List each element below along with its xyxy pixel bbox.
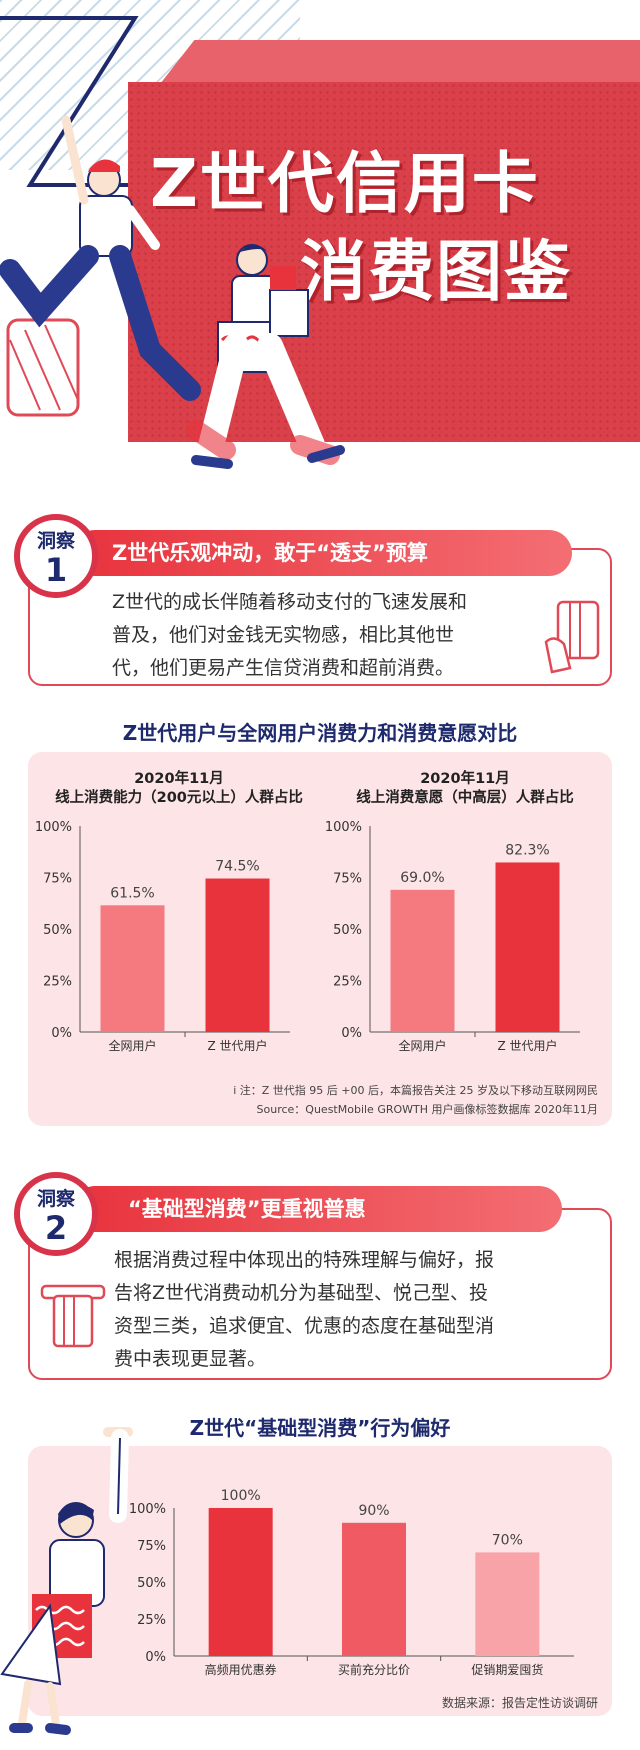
hero-illustration-people <box>0 115 345 469</box>
y-tick-label: 50% <box>43 923 72 938</box>
insight2-body-line: 资型三类，追求便宜、优惠的态度在基础型消 <box>114 1315 495 1337</box>
y-tick-label: 25% <box>333 975 362 990</box>
hero-red-block <box>128 82 640 442</box>
bar-3 <box>475 1552 540 1656</box>
chart1a-title: 2020年11月 线上消费能力（200元以上）人群占比 <box>34 770 324 808</box>
y-tick-label: 75% <box>333 872 362 887</box>
insight2-body-line: 告将Z世代消费动机分为基础型、悦己型、投 <box>114 1282 489 1304</box>
insight2-badge: 洞察 2 <box>14 1172 98 1256</box>
bar-value-label: 100% <box>221 1488 261 1504</box>
bar-value-label: 90% <box>358 1503 389 1519</box>
chart1b-title-line: 2020年11月 <box>420 771 510 787</box>
bar-value-label: 82.3% <box>505 842 549 858</box>
y-tick-label: 25% <box>137 1613 166 1628</box>
insight1-heading: Z世代乐观冲动，敢于“透支”预算 <box>72 530 572 576</box>
chart1b-title: 2020年11月 线上消费意愿（中高层）人群占比 <box>320 770 610 808</box>
y-tick-label: 0% <box>51 1026 72 1041</box>
insight1-body-line: 代，他们更易产生信贷消费和超前消费。 <box>112 657 455 679</box>
x-category-label: 全网用户 <box>398 1038 446 1053</box>
x-category-label: 促销期爱囤货 <box>471 1662 543 1677</box>
section1-title: Z世代用户与全网用户消费力和消费意愿对比 <box>122 721 518 745</box>
hero-title-line2: 消费图鉴 <box>300 233 572 310</box>
bar-1 <box>390 889 455 1032</box>
insight2-body: 根据消费过程中体现出的特殊理解与偏好，报 告将Z世代消费动机分为基础型、悦己型、… <box>114 1244 594 1376</box>
y-tick-label: 0% <box>145 1650 166 1665</box>
chart2-source: 数据来源：报告定性访谈调研 <box>441 1696 598 1710</box>
insight1-body: Z世代的成长伴随着移动支付的飞速发展和 普及，他们对金钱无实物感，相比其他世 代… <box>112 586 552 685</box>
y-tick-label: 50% <box>333 923 362 938</box>
insight2-body-line: 根据消费过程中体现出的特殊理解与偏好，报 <box>114 1249 495 1271</box>
y-tick-label: 100% <box>129 1502 166 1517</box>
y-tick-label: 50% <box>137 1576 166 1591</box>
bar-2 <box>495 862 560 1032</box>
waving-woman-illustration <box>0 1427 133 1735</box>
insight1-label: 洞察 <box>36 530 75 552</box>
bar-1 <box>208 1508 273 1656</box>
x-category-label: 高频用优惠券 <box>205 1662 277 1677</box>
insight2-number: 2 <box>44 1209 68 1247</box>
y-tick-label: 75% <box>137 1539 166 1554</box>
x-category-label: 买前充分比价 <box>338 1662 410 1677</box>
y-tick-label: 100% <box>35 820 72 835</box>
chart2-bar-chart: 0% 25% 50% 75% 100% 100% 高频用优惠券 90% 买前充分比价 70% 促销期… <box>129 1488 574 1677</box>
y-tick-label: 0% <box>341 1026 362 1041</box>
x-category-label: Z 世代用户 <box>497 1038 557 1053</box>
insight2-heading: “基础型消费”更重视普惠 <box>72 1186 562 1232</box>
bar-value-label: 69.0% <box>400 870 444 886</box>
insight2-label: 洞察 <box>36 1188 75 1210</box>
insight1-body-line: 普及，他们对金钱无实物感，相比其他世 <box>112 624 455 646</box>
insight1-badge: 洞察 1 <box>14 514 98 598</box>
x-category-label: 全网用户 <box>108 1038 156 1053</box>
chart1-note: i 注：Z 世代指 95 后 +00 后，本篇报告关注 25 岁及以下移动互联网… <box>233 1084 598 1097</box>
chart1a-title-line: 2020年11月 <box>134 771 224 787</box>
bar-value-label: 61.5% <box>110 885 154 901</box>
bar-2 <box>205 878 270 1032</box>
insight1-number: 1 <box>44 551 68 589</box>
hero-title-line1: Z世代信用卡 <box>150 145 540 222</box>
chart1b-bar-chart: 0% 25% 50% 75% 100% 69.0% 全网用户 82.3% Z 世代用户 <box>325 820 580 1053</box>
insight1-body-line: Z世代的成长伴随着移动支付的飞速发展和 <box>112 591 468 613</box>
chart1-source: Source：QuestMobile GROWTH 用户画像标签数据库 2020… <box>256 1103 598 1116</box>
bar-1 <box>100 905 165 1032</box>
chart1b-title-line: 线上消费意愿（中高层）人群占比 <box>356 790 574 806</box>
chart1a-bar-chart: 0% 25% 50% 75% 100% 61.5% 全网用户 74.5% Z 世代用户 <box>35 820 290 1053</box>
bar-value-label: 70% <box>492 1532 523 1548</box>
insight2-body-line: 费中表现更显著。 <box>114 1348 267 1370</box>
bar-value-label: 74.5% <box>215 859 259 875</box>
x-category-label: Z 世代用户 <box>207 1038 267 1053</box>
card-slot-icon <box>40 1284 106 1348</box>
bar-2 <box>342 1522 406 1656</box>
y-tick-label: 75% <box>43 872 72 887</box>
credit-card-hand-icon <box>544 600 600 674</box>
chart1a-title-line: 线上消费能力（200元以上）人群占比 <box>55 790 303 806</box>
y-tick-label: 100% <box>325 820 362 835</box>
y-tick-label: 25% <box>43 975 72 990</box>
hero-banner: Z世代信用卡 消费图鉴 <box>0 0 640 510</box>
section2-title: Z世代“基础型消费”行为偏好 <box>189 1416 451 1440</box>
insight2-box <box>28 1208 612 1380</box>
hero-red-block-top <box>160 40 640 84</box>
